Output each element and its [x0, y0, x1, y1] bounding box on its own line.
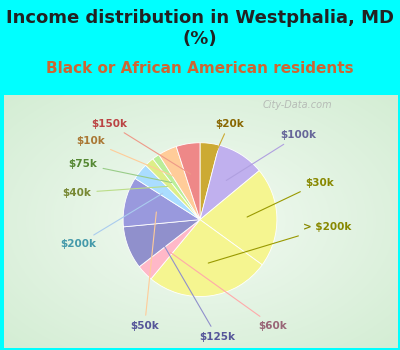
Text: $100k: $100k — [226, 130, 316, 181]
Wedge shape — [176, 143, 200, 220]
Text: City-Data.com: City-Data.com — [263, 100, 332, 111]
Wedge shape — [151, 220, 262, 296]
Wedge shape — [200, 143, 219, 220]
Wedge shape — [200, 170, 277, 265]
Text: $50k: $50k — [130, 212, 159, 331]
Text: $40k: $40k — [62, 186, 168, 198]
Text: Income distribution in Westphalia, MD
(%): Income distribution in Westphalia, MD (%… — [6, 9, 394, 48]
Text: $30k: $30k — [247, 178, 334, 217]
Wedge shape — [139, 220, 200, 279]
Text: $20k: $20k — [207, 119, 244, 173]
Text: $125k: $125k — [160, 238, 235, 342]
Text: $60k: $60k — [170, 252, 288, 331]
Wedge shape — [135, 165, 200, 220]
Text: Black or African American residents: Black or African American residents — [46, 61, 354, 76]
Wedge shape — [159, 147, 200, 220]
Text: $150k: $150k — [91, 119, 191, 174]
Wedge shape — [123, 178, 200, 227]
Wedge shape — [124, 220, 200, 267]
Wedge shape — [153, 155, 200, 220]
Wedge shape — [146, 159, 200, 220]
Text: > $200k: > $200k — [208, 222, 351, 263]
Text: $75k: $75k — [69, 159, 172, 183]
Text: $10k: $10k — [76, 136, 178, 178]
Text: $200k: $200k — [60, 193, 163, 249]
Wedge shape — [200, 145, 259, 220]
